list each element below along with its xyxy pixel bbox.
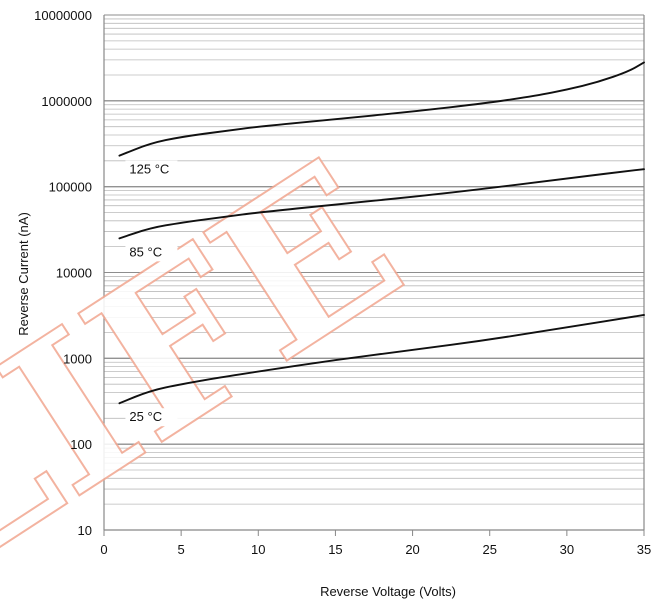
series-label-2: 25 °C <box>129 409 162 424</box>
grid-lines <box>104 14 644 531</box>
series-line-0 <box>118 61 645 157</box>
series-label-background-1 <box>125 243 178 262</box>
x-tick-label: 25 <box>482 542 496 557</box>
series-label-0: 125 °C <box>129 162 169 177</box>
x-tick-label: 15 <box>328 542 342 557</box>
series-line-1 <box>118 168 645 240</box>
series-label-background-0 <box>125 160 178 179</box>
x-axis-title: Reverse Voltage (Volts) <box>320 584 456 599</box>
series-line-2 <box>118 314 645 405</box>
y-tick-label: 10 <box>78 523 92 538</box>
y-tick-label: 1000 <box>63 351 92 366</box>
x-tick-label: 0 <box>100 542 107 557</box>
series-labels: 125 °C 85 °C 25 °C <box>125 160 178 427</box>
y-tick-label: 100000 <box>49 180 92 195</box>
series-label-1: 85 °C <box>129 244 162 259</box>
x-tick-label: 35 <box>637 542 651 557</box>
x-tick-label: 10 <box>251 542 265 557</box>
x-tick-label: 30 <box>560 542 574 557</box>
tick-labels: 10 100 1000 10000 100000 1000000 10000000 0 5 10 1… <box>34 8 651 557</box>
y-axis-title: Reverse Current (nA) <box>16 212 31 336</box>
x-tick-label: 5 <box>178 542 185 557</box>
series-lines <box>118 61 645 405</box>
axes <box>103 15 645 536</box>
y-tick-label: 10000000 <box>34 8 92 23</box>
y-tick-label: 1000000 <box>41 94 92 109</box>
y-tick-label: 10000 <box>56 266 92 281</box>
y-tick-label: 100 <box>70 437 92 452</box>
x-tick-label: 20 <box>405 542 419 557</box>
series-label-background-2 <box>125 408 178 427</box>
